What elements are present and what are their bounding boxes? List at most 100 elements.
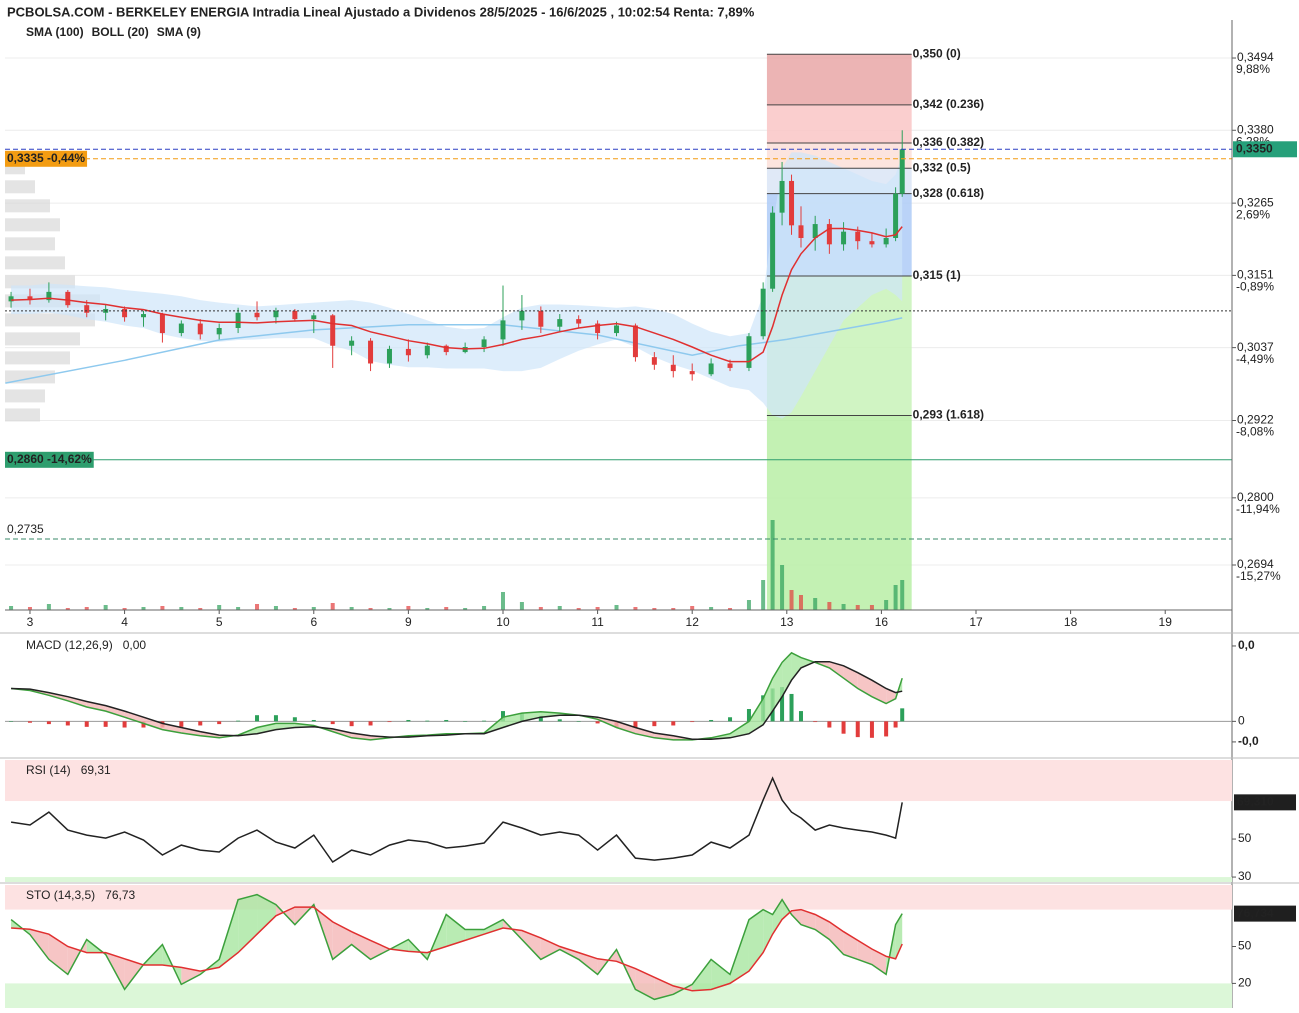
macd-hist xyxy=(576,721,581,722)
oversold-zone xyxy=(5,983,1232,1008)
volume-profile-bar xyxy=(5,218,60,232)
macd-hist xyxy=(463,721,468,722)
fill-between xyxy=(578,952,598,975)
candle-body xyxy=(770,212,776,289)
y-tick-label: 0,3265 xyxy=(1237,195,1274,209)
indicator-value: 69,31 xyxy=(81,763,111,777)
candle-body xyxy=(65,291,71,306)
volume-bar xyxy=(27,607,32,610)
indicator-title: MACD (12,26,9) xyxy=(26,638,113,652)
fill-between xyxy=(521,711,541,722)
candle-body xyxy=(869,241,875,245)
volume-bar xyxy=(813,598,818,610)
indicator-title: STO (14,3,5) xyxy=(26,888,95,902)
volume-bar xyxy=(273,606,278,610)
volume-bar xyxy=(103,605,108,610)
macd-hist xyxy=(141,721,146,728)
fill-between xyxy=(370,940,390,960)
candle-body xyxy=(311,315,317,320)
macd-hist xyxy=(330,721,335,725)
fill-between xyxy=(711,959,731,990)
macd-hist xyxy=(198,721,203,726)
price-line-label: 0,3350 xyxy=(1236,141,1273,155)
candle-body xyxy=(538,310,544,327)
volume-bar xyxy=(406,606,411,610)
macd-hist xyxy=(893,721,898,728)
fill-between xyxy=(791,909,801,925)
candle-body xyxy=(883,238,889,245)
fill-between xyxy=(748,698,764,734)
x-tick-label: 4 xyxy=(121,615,128,629)
volume-bar xyxy=(65,608,70,610)
candle-body xyxy=(651,357,657,365)
volume-bar xyxy=(217,605,222,610)
fib-label: 0,332 (0.5) xyxy=(913,160,971,174)
candle-body xyxy=(122,308,128,318)
candle-body xyxy=(349,340,355,346)
candle-body xyxy=(727,363,733,368)
price-line-box xyxy=(1233,141,1297,158)
y-tick-label: 0 xyxy=(1238,714,1245,728)
candle-body xyxy=(27,296,33,301)
volume-profile-bar xyxy=(5,180,35,194)
volume-profile-bar xyxy=(5,351,70,365)
macd-hist xyxy=(789,693,794,722)
volume-bar xyxy=(425,608,430,610)
fill-between xyxy=(181,727,201,736)
last-value-label: 69,310 xyxy=(1237,795,1274,809)
macd-hist xyxy=(709,719,714,722)
macd-hist xyxy=(633,721,638,728)
fill-between xyxy=(124,958,144,990)
legend-entry: BOLL (20) xyxy=(92,25,149,39)
price-line-label: 0,2735 xyxy=(7,522,44,536)
candle-body xyxy=(386,348,392,364)
candle-body xyxy=(855,231,861,242)
volume-bar xyxy=(519,602,524,610)
fill-between xyxy=(782,652,792,697)
x-tick-label: 16 xyxy=(875,615,889,629)
candle-body xyxy=(798,225,804,239)
fib-label: 0,350 (0) xyxy=(913,46,961,60)
volume-profile-bar xyxy=(5,256,65,270)
candle-body xyxy=(216,327,222,335)
x-tick-label: 17 xyxy=(969,615,983,629)
candle-body xyxy=(576,319,582,324)
macd-hist xyxy=(652,721,657,727)
volume-bar xyxy=(671,608,676,610)
macd-hist xyxy=(557,719,562,722)
candle-body xyxy=(84,305,90,313)
indicator-value: 76,73 xyxy=(105,888,135,902)
candle-body xyxy=(368,340,374,364)
macd-hist xyxy=(387,721,392,723)
macd-hist xyxy=(780,687,785,722)
sma9-line xyxy=(11,226,903,363)
chart-title: PCBOLSA.COM - BERKELEY ENERGIA Intradia … xyxy=(7,4,755,19)
y-tick-pct: -15,27% xyxy=(1236,569,1281,583)
volume-bar xyxy=(576,608,581,610)
fib-label: 0,315 (1) xyxy=(913,268,961,282)
volume-bar xyxy=(614,605,619,610)
price-line-label: 0,2860 -14,62% xyxy=(7,452,92,466)
fill-between xyxy=(105,705,125,718)
fib-label: 0,342 (0.236) xyxy=(913,97,984,111)
macd-hist xyxy=(27,721,32,723)
x-tick-label: 12 xyxy=(686,615,700,629)
overbought-zone xyxy=(5,760,1232,802)
fill-between xyxy=(29,929,49,960)
indicator-line xyxy=(10,776,903,864)
x-tick-label: 9 xyxy=(405,615,412,629)
volume-bar xyxy=(122,608,127,610)
x-tick-label: 18 xyxy=(1064,615,1078,629)
fill-between xyxy=(257,723,276,734)
volume-bar xyxy=(141,607,146,610)
candle-body xyxy=(8,296,14,302)
y-tick-label: 0,3037 xyxy=(1237,340,1274,354)
x-tick-label: 11 xyxy=(591,615,604,629)
x-tick-label: 6 xyxy=(310,615,317,629)
candle-body xyxy=(197,323,203,335)
volume-profile-bar xyxy=(5,199,50,213)
volume-bar xyxy=(444,607,449,610)
fill-between xyxy=(332,921,352,960)
y-tick-pct: -0,89% xyxy=(1236,280,1274,294)
